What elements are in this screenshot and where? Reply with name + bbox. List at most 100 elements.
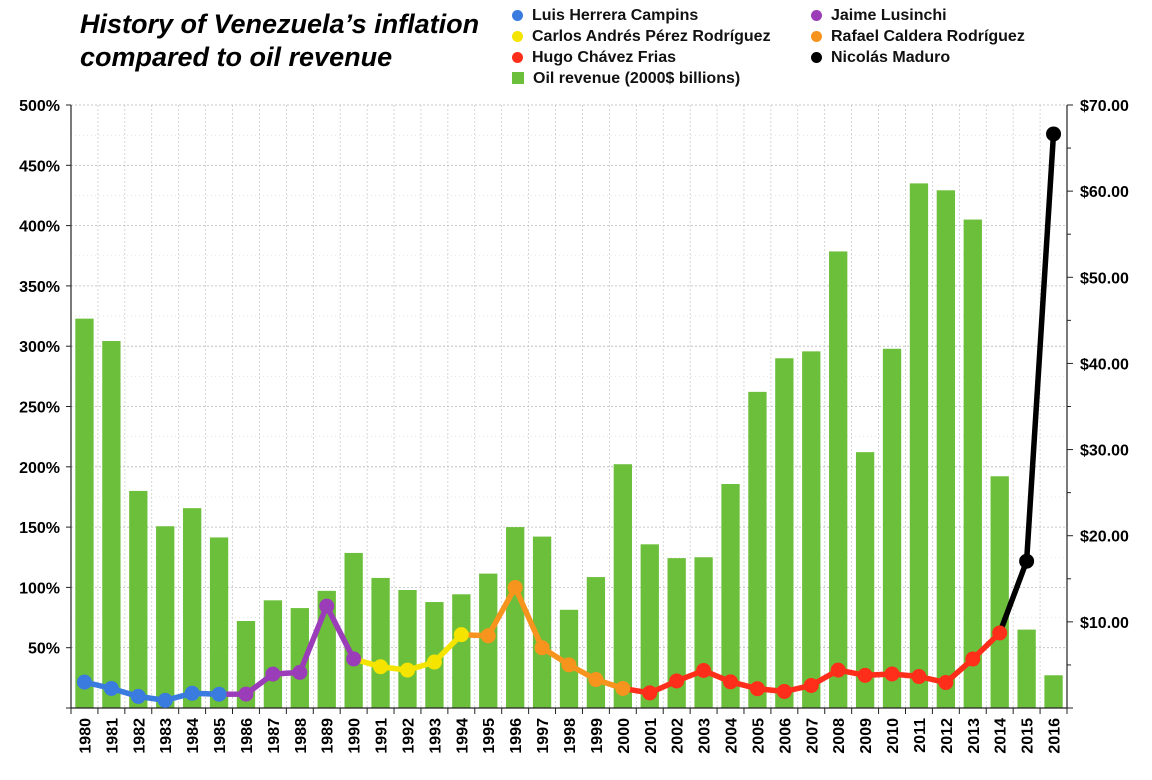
oil-revenue-bar <box>667 558 686 708</box>
x-tick-label: 1993 <box>427 718 444 754</box>
x-tick-label: 2016 <box>1047 718 1064 754</box>
legend-item-lusinchi: Jaime Lusinchi <box>811 6 947 26</box>
legend-dot-icon <box>811 10 822 21</box>
inflation-point <box>588 672 604 688</box>
x-tick-label: 1998 <box>562 718 579 754</box>
x-tick-label: 1995 <box>481 718 498 754</box>
x-tick-label: 2011 <box>912 718 929 753</box>
legend-item-caldera: Rafael Caldera Rodríguez <box>811 27 1025 47</box>
oil-revenue-bar <box>586 577 606 708</box>
legend-item-maduro: Nicolás Maduro <box>811 48 950 68</box>
legend-label: Nicolás Maduro <box>831 49 951 66</box>
inflation-point <box>534 640 550 656</box>
oil-revenue-bar <box>748 391 767 708</box>
inflation-point <box>130 688 146 704</box>
oil-revenue-bar <box>802 351 821 708</box>
inflation-point <box>911 669 927 685</box>
x-tick-label: 2013 <box>966 718 983 754</box>
x-tick-label: 1985 <box>212 718 229 754</box>
legend-square-icon <box>512 72 524 84</box>
x-tick-label: 1983 <box>158 718 175 754</box>
oil-revenue-bar <box>640 544 659 708</box>
oil-revenue-bar <box>963 219 982 708</box>
oil-revenue-bar <box>721 484 740 708</box>
oil-revenue-bar <box>694 557 713 708</box>
legend-dot-icon <box>512 31 523 42</box>
x-tick-label: 2009 <box>858 718 875 754</box>
inflation-point <box>346 651 362 667</box>
y-right-tick-label: $50.00 <box>1080 270 1129 287</box>
y-right-tick-label: $70.00 <box>1080 98 1129 115</box>
inflation-point <box>561 657 577 673</box>
inflation-point <box>319 598 335 614</box>
oil-revenue-bar <box>882 348 902 708</box>
oil-revenue-bar <box>371 577 390 708</box>
legend-dot-icon <box>811 52 822 63</box>
x-tick-label: 1982 <box>131 718 148 754</box>
x-tick-label: 1987 <box>266 718 283 754</box>
oil-revenue-bar <box>209 537 229 708</box>
chart-title-line-1: History of Venezuela’s inflation <box>80 9 480 39</box>
inflation-point <box>1046 126 1062 142</box>
inflation-point <box>776 683 792 699</box>
x-tick-label: 1986 <box>239 718 256 754</box>
legend-item-chavez: Hugo Chávez Frias <box>512 48 676 68</box>
x-tick-label: 1991 <box>374 718 391 754</box>
axes <box>66 104 1073 714</box>
legend-item-perez: Carlos Andrés Pérez Rodríguez <box>512 27 771 47</box>
inflation-point <box>803 677 819 693</box>
oil-revenue-bar <box>613 464 632 708</box>
x-tick-label: 2014 <box>993 718 1010 754</box>
x-tick-label: 2005 <box>750 718 767 754</box>
y-left-tick-label: 450% <box>19 158 60 175</box>
inflation-point <box>426 654 442 670</box>
inflation-point <box>453 627 469 643</box>
y-right-tick-label: $20.00 <box>1080 529 1129 546</box>
oil-revenue-bar <box>855 452 875 708</box>
inflation-point <box>265 666 281 682</box>
oil-revenue-bar <box>182 508 202 708</box>
oil-revenue-bar <box>829 251 848 708</box>
legend-label: Oil revenue (2000$ billions) <box>533 70 741 87</box>
oil-revenue-bar <box>156 526 175 708</box>
y-left-tick-label: 500% <box>19 98 60 115</box>
y-left-tick-label: 250% <box>19 400 60 417</box>
legend-dot-icon <box>811 31 822 42</box>
y-left-tick-label: 300% <box>19 339 60 356</box>
oil-revenue-bar <box>290 608 309 708</box>
oil-revenue-bar <box>506 527 525 708</box>
inflation-point <box>857 667 873 683</box>
oil-revenue-bar <box>775 358 794 708</box>
oil-revenue-bar <box>129 490 148 708</box>
inflation-point <box>749 681 765 697</box>
x-tick-label: 2004 <box>724 718 741 754</box>
oil-revenue-bar <box>532 536 552 708</box>
oil-revenue-bar <box>936 190 956 708</box>
inflation-point <box>507 580 523 596</box>
inflation-point <box>373 659 389 675</box>
y-left-tick-label: 100% <box>19 580 60 597</box>
y-left-tick-label: 50% <box>28 641 60 658</box>
x-tick-label: 2008 <box>831 718 848 754</box>
inflation-point <box>238 686 254 702</box>
oil-revenue-bar <box>263 600 283 708</box>
legend-label: Jaime Lusinchi <box>831 7 947 24</box>
x-tick-label: 1981 <box>104 718 121 754</box>
inflation-point <box>669 673 685 689</box>
chart-title: History of Venezuela’s inflation compare… <box>80 8 500 74</box>
x-tick-label: 2007 <box>804 718 821 754</box>
inflation-point <box>830 662 846 678</box>
oil-revenue-bar <box>236 620 256 708</box>
inflation-point <box>211 686 227 702</box>
y-right-tick-label: $40.00 <box>1080 356 1129 373</box>
x-tick-label: 2003 <box>697 718 714 754</box>
y-left-tick-label: 150% <box>19 520 60 537</box>
y-left-tick-label: 400% <box>19 219 60 236</box>
x-tick-label: 1994 <box>454 718 471 754</box>
y-left-tick-label: 350% <box>19 279 60 296</box>
oil-revenue-bar <box>1017 629 1036 708</box>
oil-revenue-bar <box>452 594 471 708</box>
oil-revenue-bars <box>75 183 1063 708</box>
x-tick-label: 2001 <box>643 718 660 754</box>
x-tick-label: 1990 <box>347 718 364 754</box>
